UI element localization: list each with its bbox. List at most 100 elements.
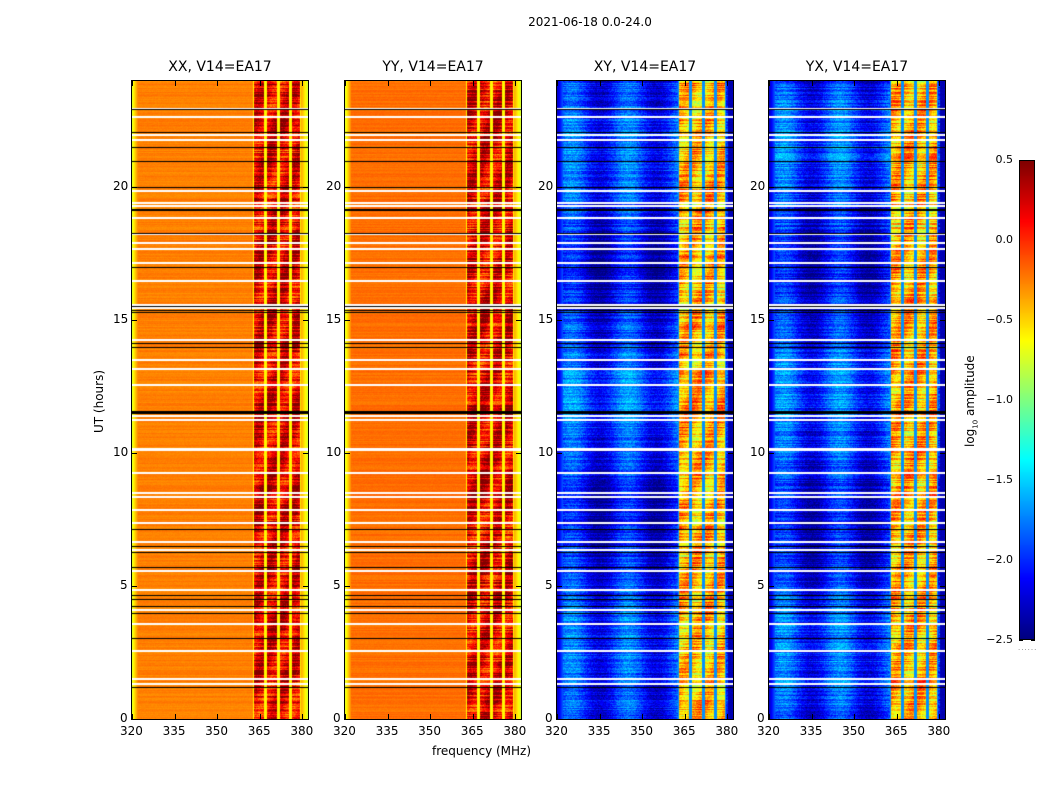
y-tick-label: 20 [750,179,766,194]
x-tick-top [472,81,474,86]
x-tick-label: 365 [884,724,908,738]
x-tick [302,714,304,719]
y-tick [132,453,137,455]
y-tick [345,719,350,720]
heatmap-image [769,81,945,719]
y-tick-right [516,320,521,322]
x-tick-label: 365 [460,724,484,738]
x-tick-top [217,81,219,86]
colorbar-tick-right [1031,640,1035,641]
y-tick-right [303,320,308,322]
x-tick [599,714,601,719]
x-tick-label: 335 [375,724,399,738]
colorbar-tick-label: −2.0 [986,553,1013,566]
x-tick-top [515,81,517,86]
y-tick [557,187,562,189]
y-tick-right [940,586,945,588]
x-tick [259,714,261,719]
y-tick [345,453,350,455]
y-tick-label: 20 [326,179,342,194]
x-tick-label: 365 [247,724,271,738]
heatmap-panel-yx [768,80,946,720]
y-tick-label: 5 [757,578,765,593]
y-tick-right [728,320,733,322]
y-tick-right [303,586,308,588]
y-tick-right [940,453,945,455]
colorbar [1019,160,1035,640]
colorbar-tick-label: 0.5 [995,153,1014,166]
x-tick-label: 320 [333,724,356,738]
colorbar-extension-marker: ...... [1018,644,1038,652]
colorbar-tick-label: −0.5 [986,313,1013,326]
x-tick-label: 380 [927,724,951,738]
y-tick-right [516,453,521,455]
y-tick-label: 20 [538,179,554,194]
heatmap-image [345,81,521,719]
x-tick-label: 335 [162,724,186,738]
x-tick-label: 380 [503,724,527,738]
y-tick-label: 15 [538,312,554,327]
colorbar-tick-label: −1.0 [986,393,1013,406]
colorbar-tick-label: −2.5 [986,633,1013,646]
y-tick-right [728,187,733,189]
x-tick-top [854,81,856,86]
x-tick-top [430,81,432,86]
x-tick [557,714,558,719]
y-tick-right [303,453,308,455]
y-tick [345,320,350,322]
y-tick [769,320,774,322]
colorbar-tick-label: 0.0 [995,233,1014,246]
x-tick [174,714,176,719]
x-tick-top [557,81,558,86]
y-tick-label: 10 [113,445,129,460]
x-tick-label: 380 [715,724,739,738]
y-tick [345,586,350,588]
x-tick [811,714,813,719]
x-tick [217,714,219,719]
x-tick [515,714,517,719]
x-tick-top [727,81,729,86]
heatmap-image [132,81,308,719]
y-tick-right [303,187,308,189]
x-tick-top [302,81,304,86]
heatmap-panel-yy [344,80,522,720]
y-tick [769,187,774,189]
y-tick-label: 5 [333,578,341,593]
colorbar-tick [1019,640,1023,641]
y-tick-right [728,586,733,588]
x-tick-label: 320 [120,724,143,738]
x-tick-label: 350 [418,724,442,738]
y-tick-right [303,719,308,720]
x-tick-label: 350 [842,724,866,738]
x-tick-top [811,81,813,86]
x-tick-label: 335 [799,724,823,738]
x-tick-label: 320 [757,724,780,738]
y-tick [132,187,137,189]
y-tick-label: 15 [113,312,129,327]
x-tick-label: 350 [205,724,229,738]
x-tick [939,714,941,719]
y-tick-right [940,187,945,189]
x-tick [387,714,389,719]
y-tick-right [940,719,945,720]
x-tick-top [939,81,941,86]
x-tick-top [769,81,770,86]
x-tick-top [345,81,346,86]
y-tick [557,320,562,322]
x-tick-label: 365 [672,724,696,738]
x-tick [896,714,898,719]
y-tick [132,586,137,588]
y-tick [345,187,350,189]
y-tick-right [516,586,521,588]
x-tick-top [132,81,133,86]
x-tick-top [642,81,644,86]
x-tick [727,714,729,719]
y-tick-label: 10 [750,445,766,460]
panel-title-yx: YX, V14=EA17 [805,59,909,75]
y-tick-label: 15 [750,312,766,327]
y-tick-right [728,453,733,455]
x-tick [132,714,133,719]
x-tick [769,714,770,719]
y-tick-right [516,187,521,189]
y-tick-label: 0 [757,711,765,725]
